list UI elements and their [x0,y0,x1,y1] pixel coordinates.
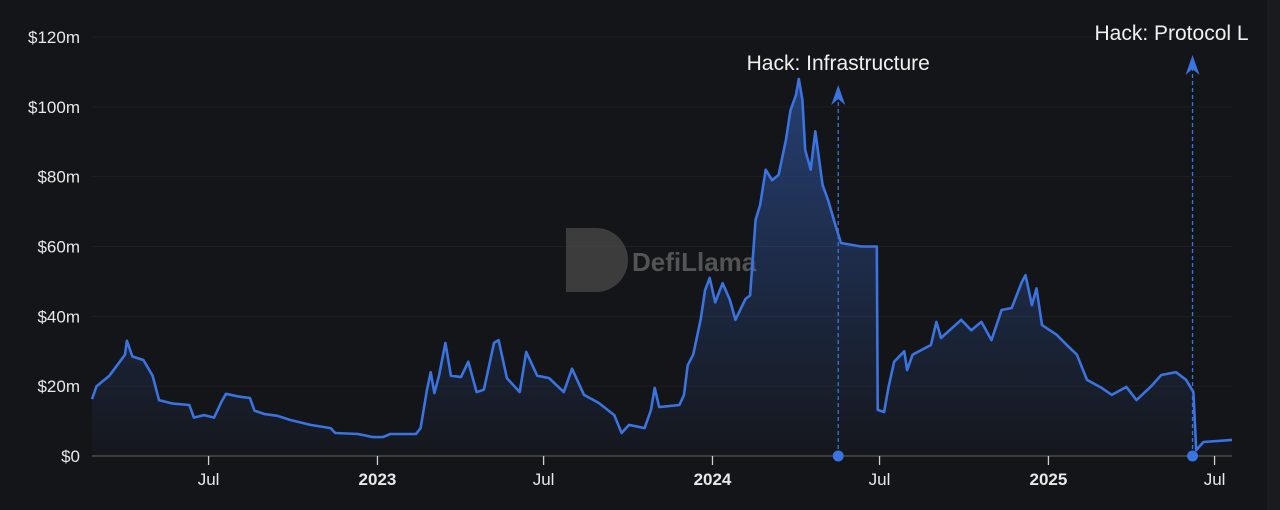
y-tick-label: $40m [37,307,80,326]
x-tick-label: Jul [198,470,220,489]
y-tick-label: $20m [37,377,80,396]
gridlines [92,36,1232,387]
x-axis: Jul 2023 Jul 2024 Jul 2025 Jul [198,456,1226,489]
y-tick-label: $0 [61,447,80,466]
x-tick-label: 2025 [1030,470,1068,489]
annotations: Hack: Infrastructure Hack: Protocol L [747,22,1249,462]
tvl-area-fill [92,78,1232,457]
x-tick-label: Jul [1204,470,1226,489]
tvl-line [90,77,1233,452]
annotation-label: Hack: Protocol L [1094,22,1248,45]
arrow-up-icon [1185,55,1200,75]
y-tick-label: $60m [37,238,80,257]
y-axis: $0 $20m $40m $60m $80m $100m $120m [28,28,80,466]
annotation-marker[interactable] [832,450,844,462]
x-tick-label: 2023 [359,470,397,489]
defillama-watermark: DefiLlama [566,228,757,292]
arrow-up-icon [831,85,846,105]
annotation-marker[interactable] [1187,450,1199,462]
watermark-text: DefiLlama [632,247,757,277]
x-tick-label: 2024 [694,470,732,489]
y-tick-label: $120m [28,28,80,47]
y-tick-label: $80m [37,168,80,187]
x-tick-label: Jul [869,470,891,489]
right-edge-strip [1267,0,1280,510]
llama-logo-icon [566,228,628,292]
y-tick-label: $100m [28,98,80,117]
x-tick-label: Jul [533,470,555,489]
annotation-label: Hack: Infrastructure [747,52,930,75]
